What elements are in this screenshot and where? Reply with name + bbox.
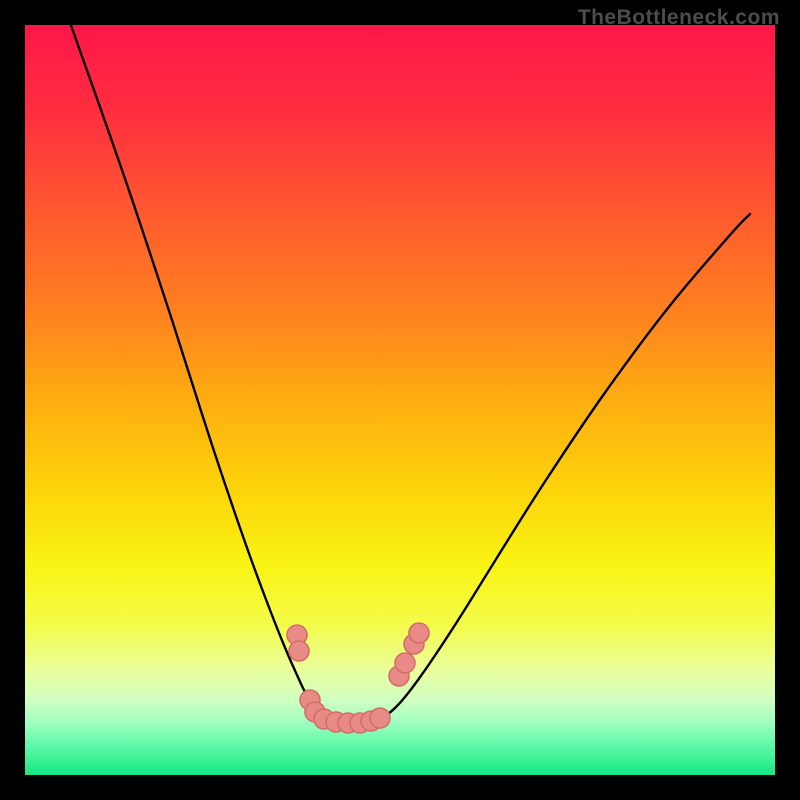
data-marker	[289, 641, 309, 661]
chart-svg	[25, 25, 775, 775]
data-marker	[370, 708, 390, 728]
chart-frame	[0, 0, 800, 800]
data-marker	[409, 623, 429, 643]
watermark-text: TheBottleneck.com	[578, 6, 780, 30]
plot-area	[25, 25, 775, 775]
data-marker	[395, 653, 415, 673]
